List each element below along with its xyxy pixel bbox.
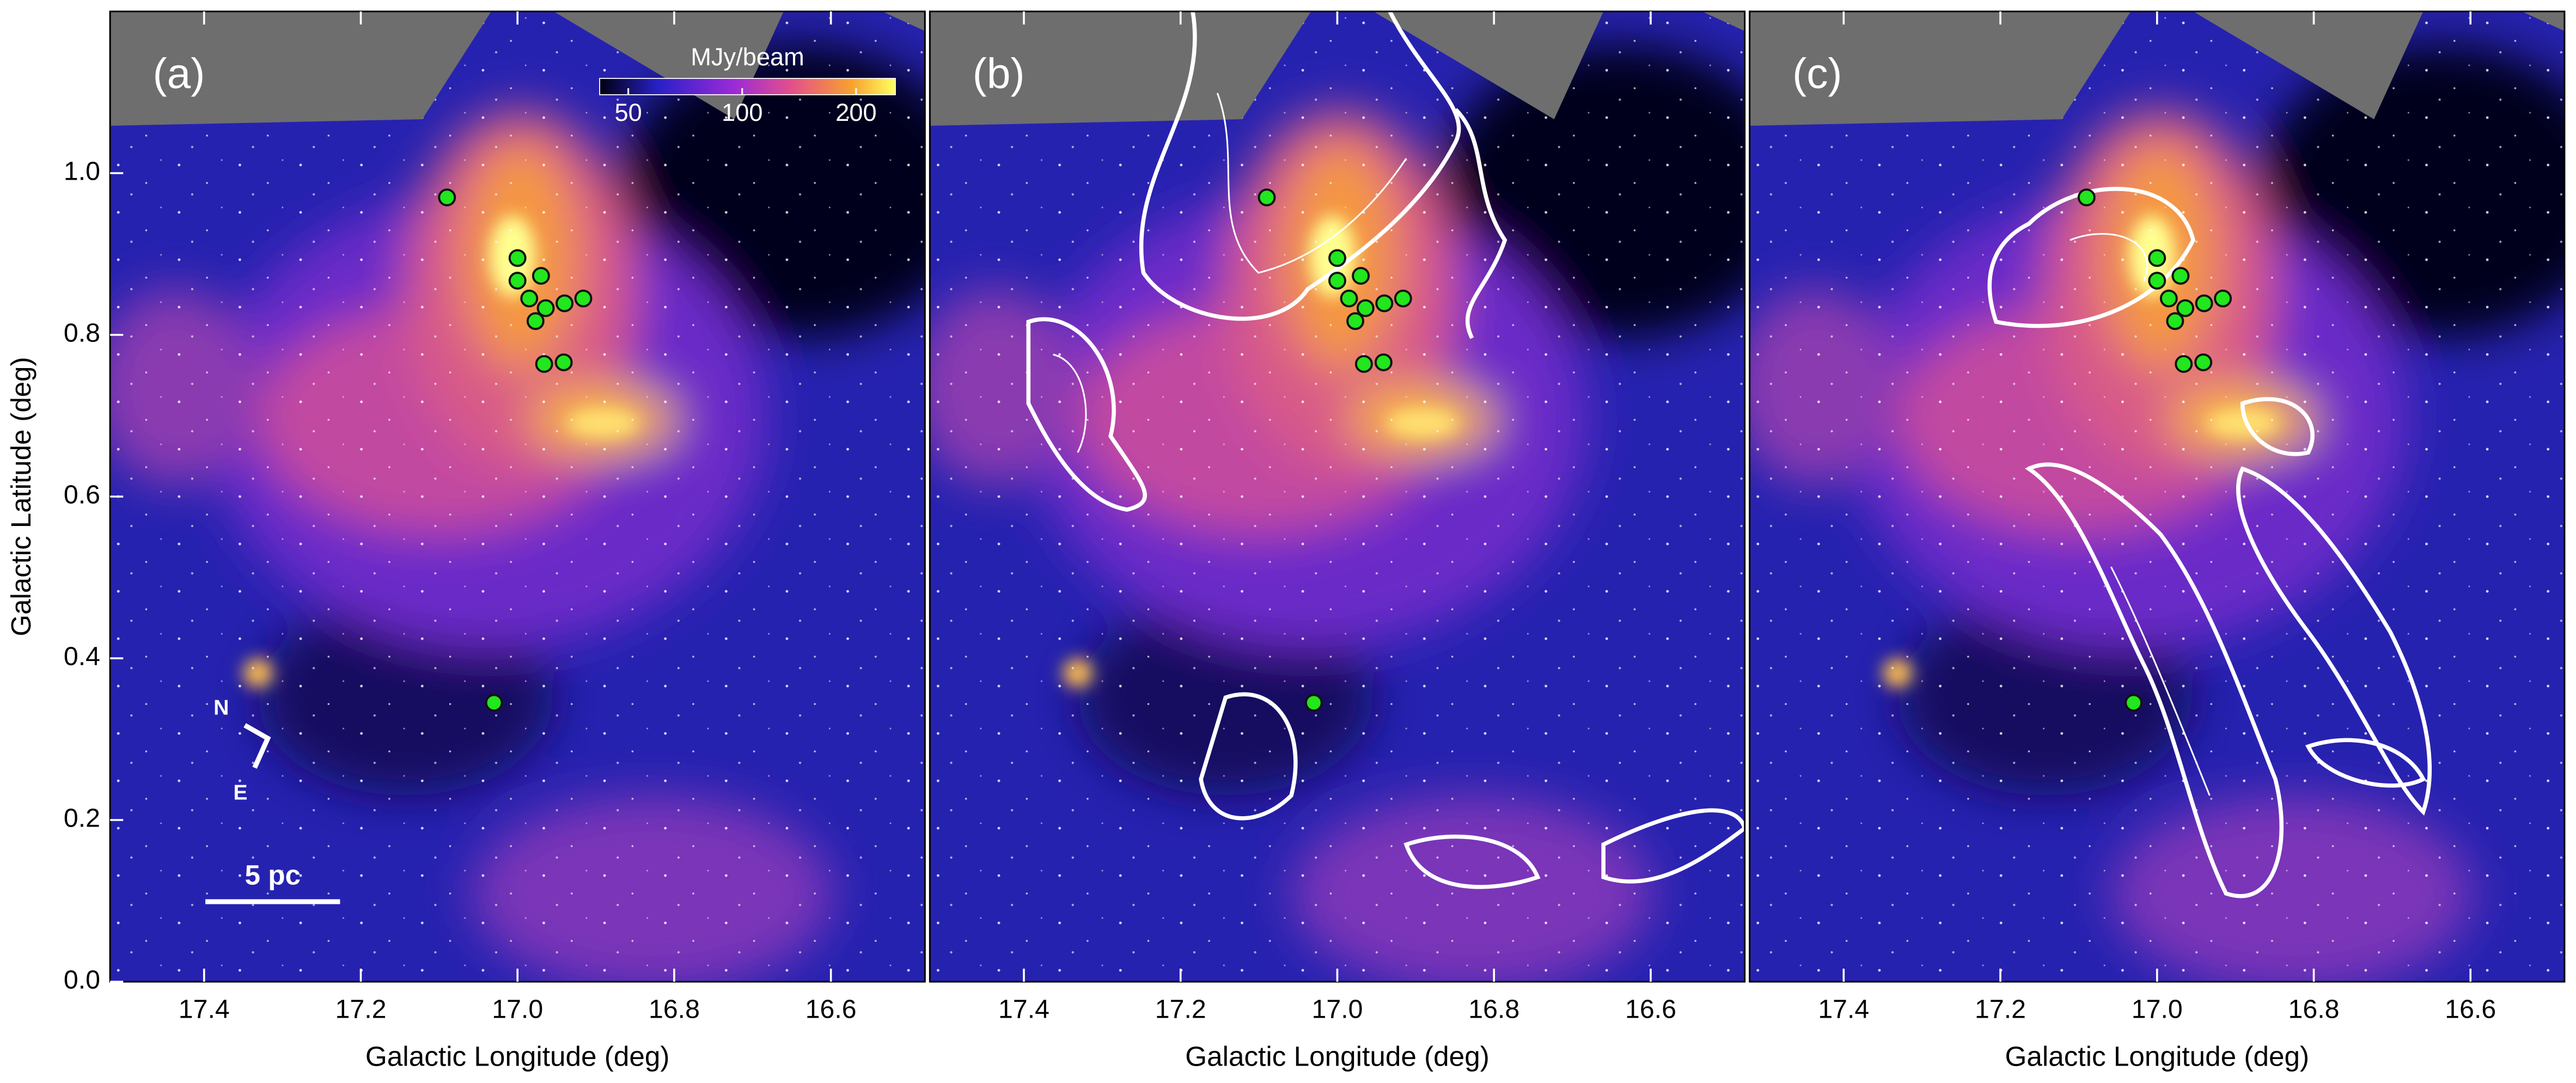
sky-image	[1733, 11, 2576, 992]
source-marker	[535, 355, 553, 373]
sky-image	[913, 11, 1800, 992]
source-marker	[2077, 188, 2096, 206]
x-tick-label: 17.0	[1312, 995, 1363, 1024]
source-marker	[1340, 289, 1358, 308]
colorbar-tick-label: 200	[835, 99, 876, 126]
source-marker	[2176, 299, 2195, 317]
source-marker	[2148, 272, 2166, 290]
colorbar-tick-label: 50	[614, 99, 642, 126]
source-marker	[1354, 355, 1373, 373]
x-axis-label: Galactic Longitude (deg)	[365, 1041, 670, 1072]
x-axis-label: Galactic Longitude (deg)	[1185, 1041, 1490, 1072]
y-tick-label: 1.0	[64, 157, 100, 186]
source-marker	[2148, 249, 2166, 267]
colorbar	[599, 78, 896, 95]
source-marker	[438, 188, 456, 206]
source-marker	[1375, 294, 1394, 313]
source-marker	[2166, 312, 2184, 331]
y-tick-label: 0.0	[64, 965, 100, 995]
compass-east: E	[233, 781, 247, 804]
y-tick-label: 0.8	[64, 319, 100, 348]
panel-label: (c)	[1792, 50, 1842, 97]
x-tick-label: 17.4	[179, 995, 230, 1024]
source-marker	[1304, 694, 1323, 712]
source-marker	[508, 249, 527, 267]
colorbar-tick-label: 100	[722, 99, 762, 126]
source-marker	[556, 294, 573, 313]
y-tick-label: 0.2	[64, 804, 100, 833]
y-axis-label: Galactic Latitude (deg)	[5, 357, 36, 637]
source-marker	[508, 272, 527, 290]
x-tick-label: 17.0	[2132, 995, 2183, 1024]
source-marker	[532, 267, 550, 285]
sky-image	[94, 11, 981, 992]
compass-north: N	[213, 696, 229, 719]
source-marker	[1346, 312, 1365, 331]
source-marker	[2171, 267, 2190, 285]
source-marker	[1394, 289, 1412, 308]
x-axis-label: Galactic Longitude (deg)	[2005, 1041, 2309, 1072]
foreground: (a) 17.4 17.2 17.0 16.8 16.6 0.0 0.2 0.4 0.6 0.8 1.…	[5, 10, 2566, 1072]
source-marker	[2194, 353, 2213, 371]
source-marker	[2125, 694, 2143, 712]
y-tick-label: 0.4	[64, 642, 100, 671]
source-marker	[520, 289, 539, 308]
source-marker	[2175, 355, 2193, 373]
x-tick-label: 17.2	[1975, 995, 2026, 1024]
source-marker	[554, 353, 573, 371]
source-marker	[2195, 294, 2213, 313]
source-marker	[485, 694, 503, 712]
source-marker	[1352, 267, 1370, 285]
source-marker	[1328, 249, 1346, 267]
x-tick-label: 17.0	[492, 995, 543, 1024]
source-marker	[2214, 289, 2232, 308]
x-tick-label: 17.4	[998, 995, 1049, 1024]
x-tick-label: 16.6	[805, 995, 857, 1024]
source-marker	[536, 299, 555, 317]
source-marker	[1374, 353, 1393, 371]
x-tick-label: 16.8	[1468, 995, 1519, 1024]
source-marker	[526, 312, 545, 331]
colorbar-label: MJy/beam	[691, 43, 804, 71]
source-marker	[1328, 272, 1346, 290]
source-marker	[574, 289, 593, 308]
x-tick-label: 16.8	[2288, 995, 2340, 1024]
scale-bar-label: 5 pc	[245, 860, 301, 891]
panel-label: (a)	[153, 50, 205, 97]
compass	[243, 723, 271, 769]
x-tick-label: 16.6	[1625, 995, 1676, 1024]
source-marker	[1258, 188, 1276, 206]
panel-label: (b)	[973, 50, 1025, 97]
x-tick-label: 16.8	[649, 995, 700, 1024]
source-marker	[2159, 289, 2178, 308]
x-tick-label: 17.4	[1818, 995, 1869, 1024]
x-tick-label: 17.2	[335, 995, 387, 1024]
x-tick-label: 17.2	[1155, 995, 1206, 1024]
source-marker	[1356, 299, 1375, 317]
y-tick-label: 0.6	[64, 480, 100, 510]
x-tick-label: 16.6	[2445, 995, 2496, 1024]
